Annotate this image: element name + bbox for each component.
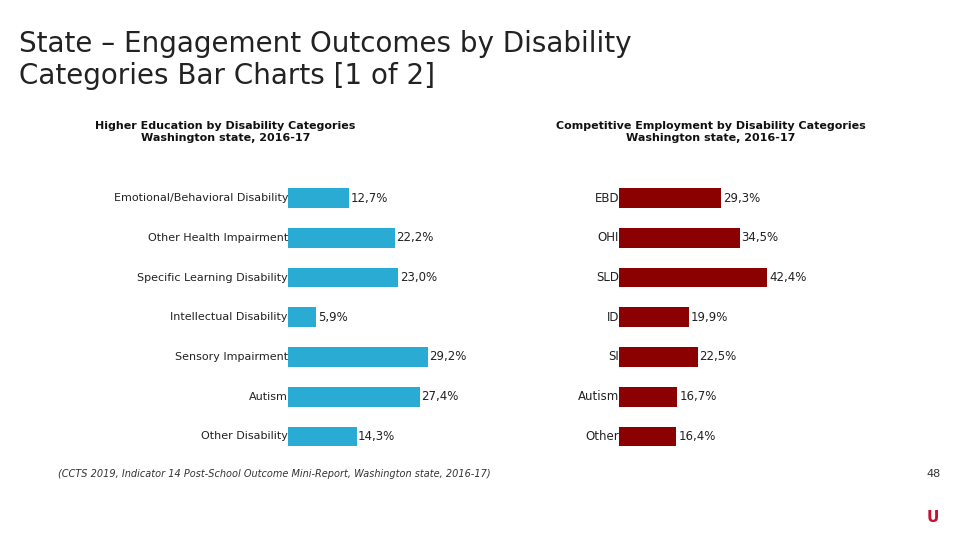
Text: 27,4%: 27,4% [420, 390, 458, 403]
Bar [288, 387, 420, 407]
Text: 14,3%: 14,3% [358, 430, 396, 443]
Bar [288, 228, 395, 248]
Text: 5,9%: 5,9% [318, 310, 348, 324]
FancyBboxPatch shape [913, 498, 953, 536]
Text: SEATTLE: SEATTLE [811, 510, 884, 524]
Text: Autism: Autism [250, 392, 288, 402]
Text: Competitive Employment by Disability Categories
Washington state, 2016-17: Competitive Employment by Disability Cat… [556, 121, 865, 143]
Text: SLD: SLD [596, 271, 619, 284]
Text: Emotional/Behavioral Disability: Emotional/Behavioral Disability [113, 193, 288, 203]
Text: 19,9%: 19,9% [690, 310, 728, 324]
Text: 48: 48 [926, 469, 941, 479]
Text: 16,7%: 16,7% [680, 390, 716, 403]
Bar [619, 307, 688, 327]
Text: 23,0%: 23,0% [399, 271, 437, 284]
Text: SI: SI [609, 350, 619, 363]
Text: Center for Change in Transition Services | www.seattleu.edu/ccts | CC BY 4.0: Center for Change in Transition Services… [12, 511, 433, 523]
Bar [619, 188, 722, 208]
Text: Other: Other [586, 430, 619, 443]
Text: Higher Education by Disability Categories
Washington state, 2016-17: Higher Education by Disability Categorie… [95, 121, 356, 143]
Bar [288, 347, 428, 367]
Text: 16,4%: 16,4% [678, 430, 715, 443]
Bar [619, 387, 678, 407]
Text: 29,3%: 29,3% [723, 192, 760, 205]
Text: 22,2%: 22,2% [396, 231, 433, 244]
Text: Autism: Autism [578, 390, 619, 403]
Text: Other Disability: Other Disability [202, 431, 288, 441]
Text: EBD: EBD [594, 192, 619, 205]
Bar [288, 427, 357, 447]
Text: 22,5%: 22,5% [700, 350, 736, 363]
Text: 12,7%: 12,7% [350, 192, 388, 205]
Text: ID: ID [607, 310, 619, 324]
Text: (CCTS 2019, Indicator 14 Post-School Outcome Mini-Report, Washington state, 2016: (CCTS 2019, Indicator 14 Post-School Out… [58, 469, 491, 479]
Bar [288, 188, 349, 208]
Text: 29,2%: 29,2% [429, 350, 467, 363]
Bar [619, 427, 677, 447]
Text: 42,4%: 42,4% [769, 271, 806, 284]
Bar [288, 307, 317, 327]
Text: 34,5%: 34,5% [741, 231, 779, 244]
Text: State – Engagement Outcomes by Disability
Categories Bar Charts [1 of 2]: State – Engagement Outcomes by Disabilit… [19, 30, 632, 90]
Bar [288, 268, 398, 287]
Text: Intellectual Disability: Intellectual Disability [171, 312, 288, 322]
Text: U: U [927, 510, 939, 524]
Bar [619, 347, 698, 367]
Bar [619, 268, 767, 287]
Text: Other Health Impairment: Other Health Impairment [148, 233, 288, 243]
Text: Specific Learning Disability: Specific Learning Disability [137, 273, 288, 282]
Text: OHI: OHI [598, 231, 619, 244]
Text: Sensory Impairment: Sensory Impairment [175, 352, 288, 362]
Bar [619, 228, 739, 248]
